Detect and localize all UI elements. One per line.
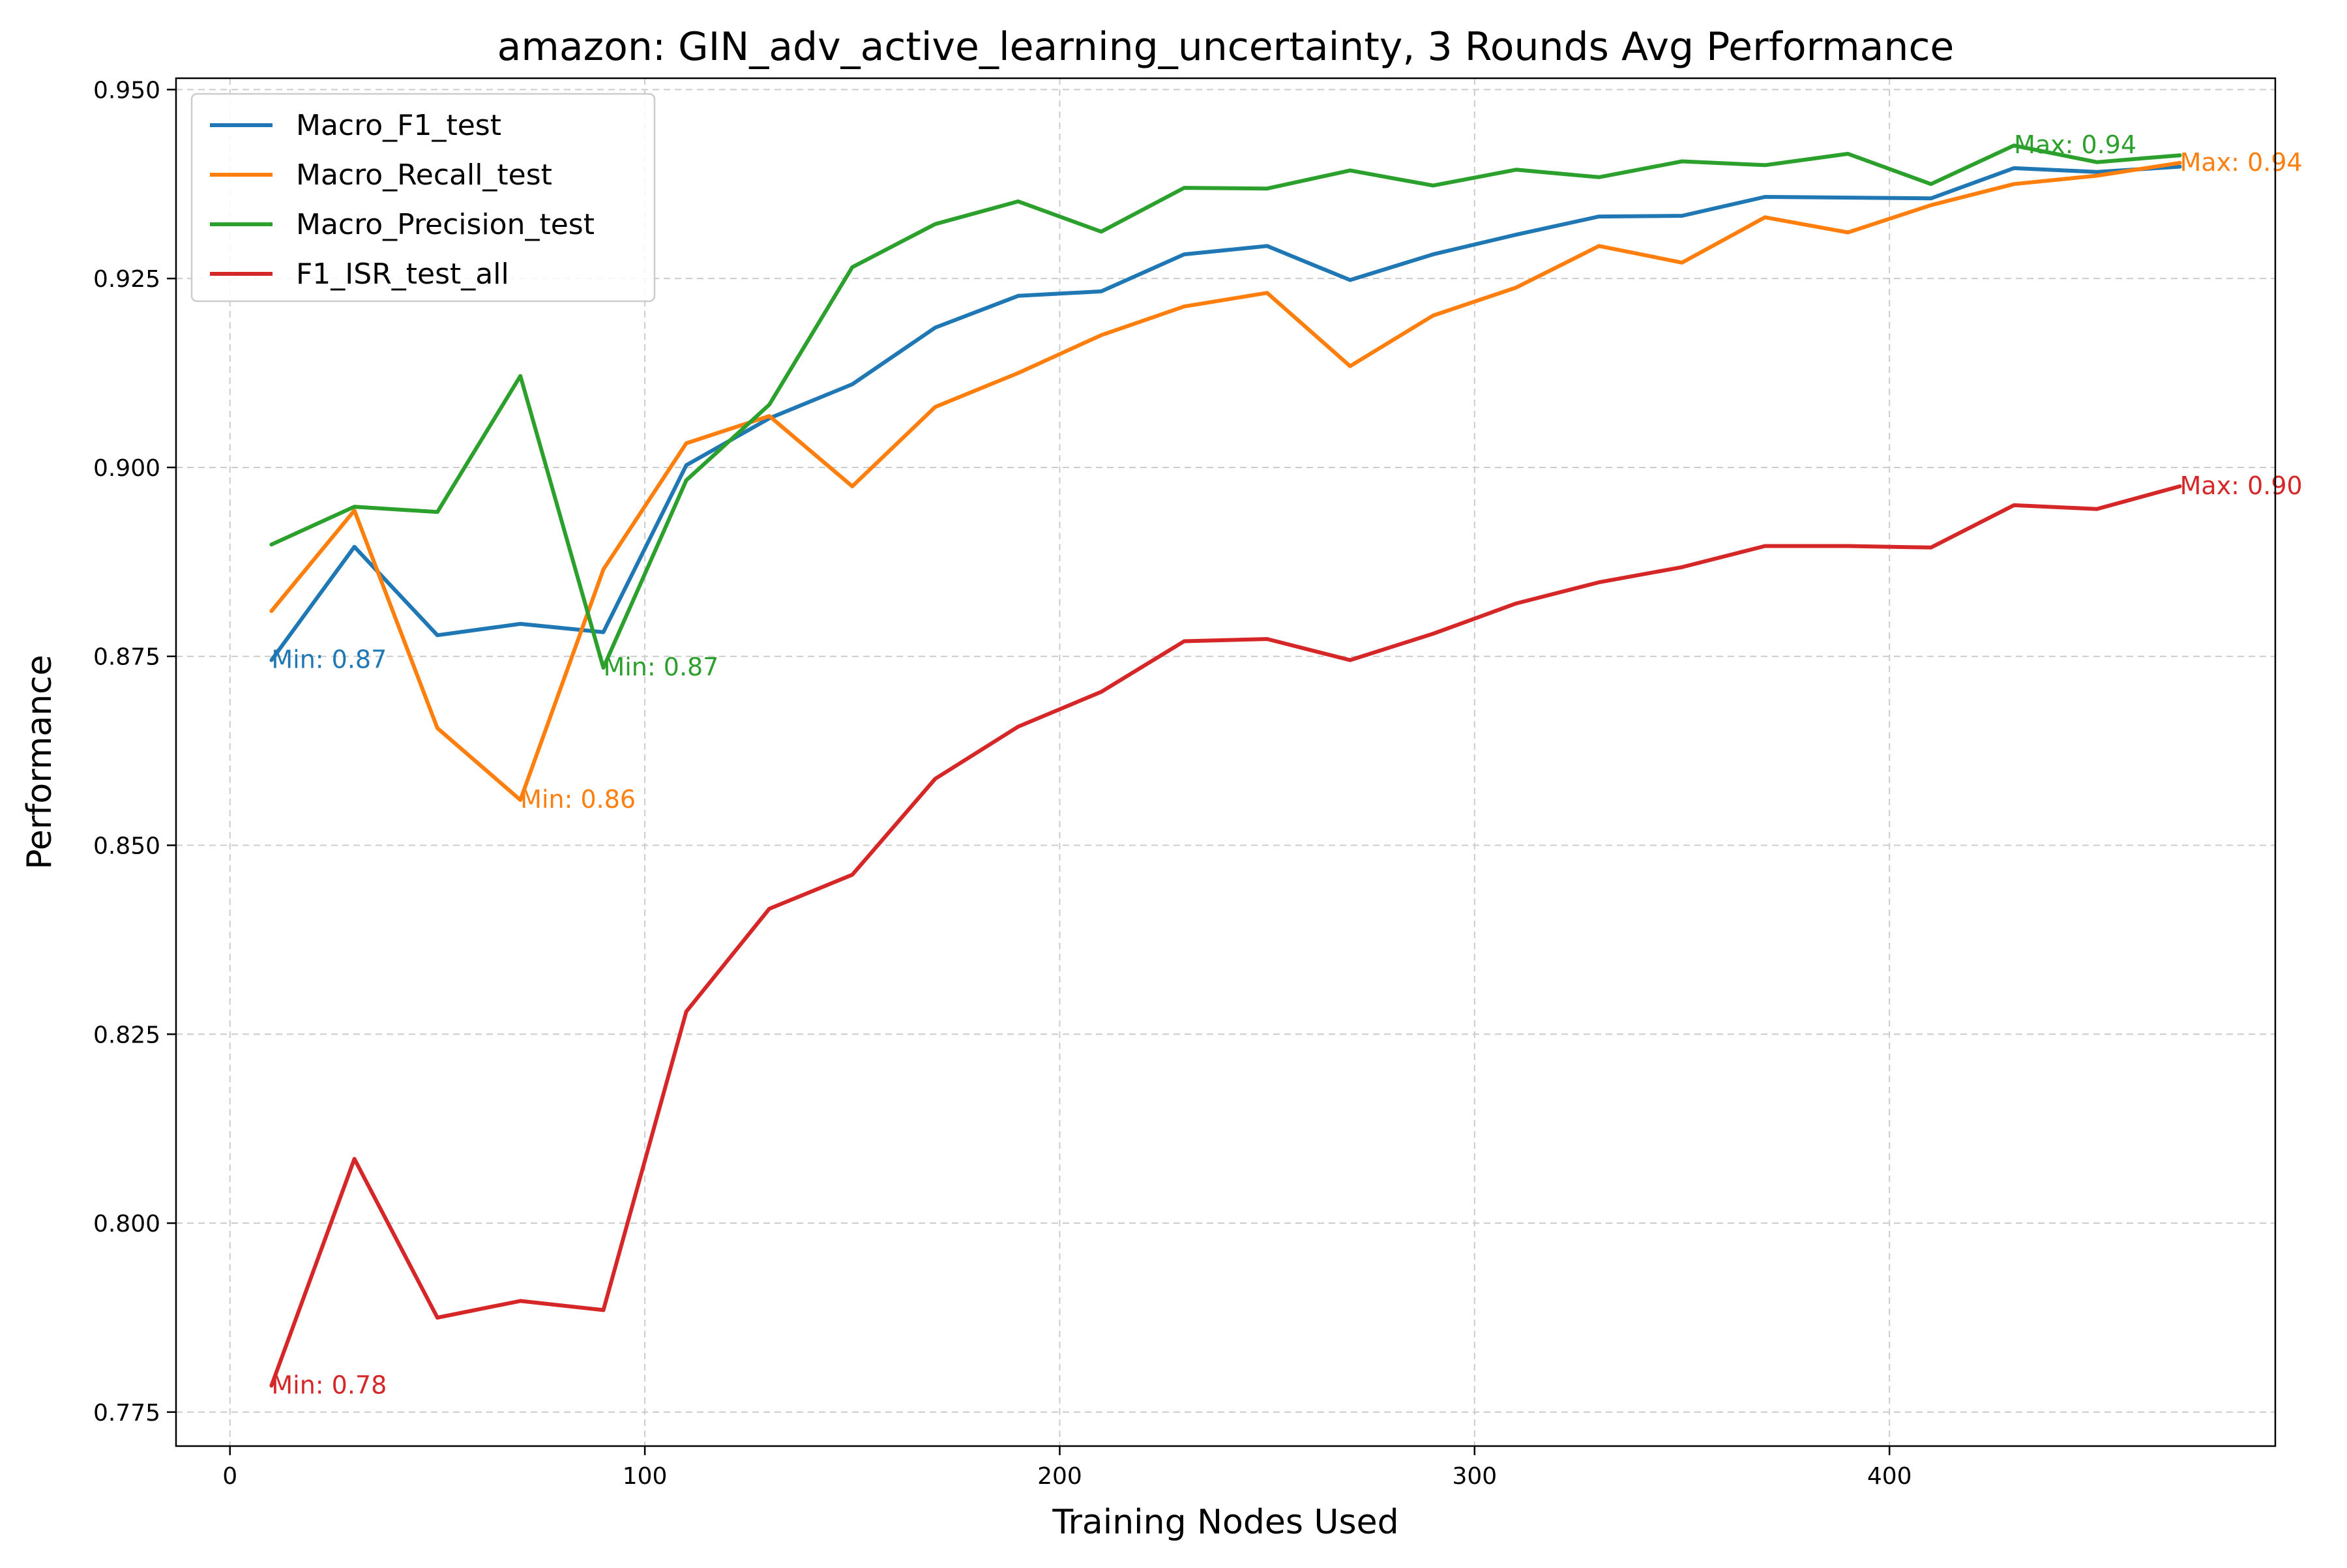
legend-label: Macro_F1_test [296, 109, 501, 142]
y-tick-label: 0.825 [93, 1022, 160, 1048]
annotation-label: Min: 0.87 [271, 645, 387, 674]
y-tick-label: 0.900 [93, 455, 160, 482]
plot-frame [175, 77, 2277, 1447]
grid [176, 78, 2275, 1446]
annotation-label: Min: 0.78 [271, 1370, 387, 1399]
series-line-f1-isr-test-all [269, 484, 2182, 1388]
annotation-label: Max: 0.90 [2180, 471, 2303, 500]
annotations: Min: 0.87 Min: 0.86 Min: 0.87 Min: 0.78 Max:… [271, 130, 2302, 1399]
x-tick-label: 300 [1452, 1463, 1497, 1490]
series-line-macro-recall-test [269, 160, 2182, 802]
x-tick-label: 200 [1037, 1463, 1082, 1490]
y-tick-label: 0.875 [93, 644, 160, 671]
chart-title: amazon: GIN_adv_active_learning_uncertai… [497, 24, 1955, 70]
legend-label: Macro_Recall_test [296, 158, 552, 192]
legend-label: Macro_Precision_test [296, 208, 595, 241]
legend-label: F1_ISR_test_all [296, 258, 509, 291]
y-axis-label: Performance [20, 655, 59, 870]
series-line-macro-f1-test [269, 164, 2182, 662]
legend-box [190, 93, 656, 303]
axis-ticks: 0 100 200 300 400 0.775 0.800 0.825 0.850 0.875 0.… [93, 77, 1912, 1490]
y-tick-label: 0.850 [93, 833, 160, 860]
annotation-label: Max: 0.94 [2014, 130, 2136, 159]
y-tick-label: 0.925 [93, 266, 160, 293]
legend: Macro_F1_test Macro_Recall_test Macro_Prec… [190, 93, 656, 303]
series-lines [269, 143, 2182, 1388]
y-tick-label: 0.800 [93, 1211, 160, 1237]
x-tick-label: 0 [222, 1463, 237, 1490]
y-tick-label: 0.775 [93, 1400, 160, 1427]
series-line-macro-precision-test [269, 143, 2182, 670]
annotation-label: Min: 0.86 [520, 785, 636, 814]
x-tick-label: 400 [1867, 1463, 1912, 1490]
annotation-label: Max: 0.94 [2180, 148, 2303, 177]
y-tick-label: 0.950 [93, 77, 160, 104]
annotation-label: Min: 0.87 [603, 653, 718, 681]
x-tick-label: 100 [623, 1463, 668, 1490]
x-axis-label: Training Nodes Used [1052, 1503, 1398, 1542]
